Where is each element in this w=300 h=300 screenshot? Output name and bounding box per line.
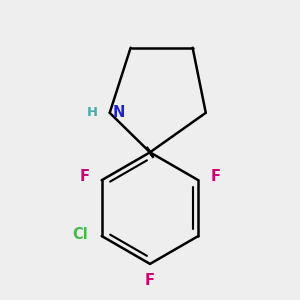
Text: Cl: Cl xyxy=(72,227,88,242)
Text: F: F xyxy=(210,169,220,184)
Text: N: N xyxy=(113,105,125,120)
Text: F: F xyxy=(145,274,155,289)
Text: H: H xyxy=(86,106,97,119)
Text: F: F xyxy=(80,169,90,184)
